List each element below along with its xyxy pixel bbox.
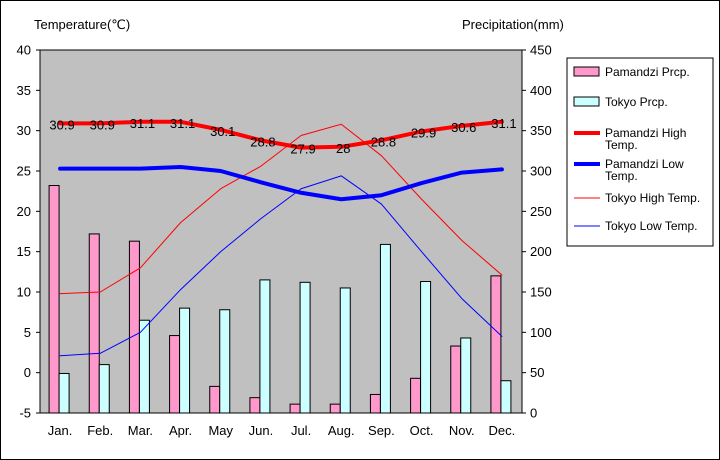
pamandzi-prcp-bar: [369, 393, 381, 414]
right-tick-label: 400: [530, 83, 552, 98]
tokyo-prcp-bar: [299, 281, 311, 414]
x-tick-label: Aug.: [328, 423, 355, 438]
left-tick-label: 5: [24, 325, 31, 340]
right-axis-title: Precipitation(mm): [462, 17, 564, 32]
right-tick-label: 450: [530, 43, 552, 58]
temperature-lines: [58, 119, 504, 357]
pamandzi-high-data-label: 30.9: [49, 117, 74, 132]
pamandzi-high-data-label: 30.9: [90, 117, 115, 132]
x-tick-label: Feb.: [87, 423, 113, 438]
right-tick-label: 150: [530, 285, 552, 300]
tokyo-low-temp-legend-label: Tokyo Low Temp.: [605, 219, 698, 233]
left-tick-label: 15: [17, 244, 31, 259]
pamandzi-high-data-label: 31.1: [491, 116, 516, 131]
left-tick-label: 30: [17, 123, 31, 138]
right-tick-label: 0: [530, 406, 537, 421]
x-tick-label: Oct.: [410, 423, 434, 438]
pamandzi-prcp-bar: [450, 345, 462, 414]
tokyo-prcp-bar: [339, 287, 351, 414]
pamandzi-prcp-bar: [249, 397, 261, 414]
pamandzi-prcp-bar: [289, 403, 301, 414]
legend-box: [566, 57, 714, 247]
pamandzi-prcp-bar: [48, 185, 60, 414]
pamandzi-prcp-bar: [329, 403, 341, 414]
tokyo-prcp-bar: [259, 279, 271, 414]
pamandzi-high-data-label: 31.1: [130, 116, 155, 131]
pamandzi-prcp-bar: [88, 233, 100, 414]
tokyo-prcp-bar: [420, 281, 432, 414]
x-tick-label: May: [208, 423, 233, 438]
tokyo-prcp-bar: [98, 364, 110, 414]
right-tick-label: 300: [530, 164, 552, 179]
pamandzi-high-data-label: 27.9: [290, 142, 315, 157]
x-tick-label: Jun.: [249, 423, 274, 438]
x-tick-label: Dec.: [489, 423, 516, 438]
pamandzi-prcp-bar: [410, 377, 422, 414]
left-tick-label: 0: [24, 365, 31, 380]
pamandzi-high-data-label: 30.6: [451, 120, 476, 135]
left-tick-label: 25: [17, 164, 31, 179]
pamandzi-prcp-bar: [169, 335, 181, 414]
left-axis: 40 35 30 25 20 15 10 5 0 -5: [17, 43, 40, 421]
tokyo-prcp-bar: [500, 380, 512, 414]
pamandzi-prcp-bar: [128, 240, 140, 414]
right-axis: 450 400 350 300 250 200 150 100 50 0: [522, 43, 552, 421]
tokyo-low-temp-line: [59, 175, 503, 357]
left-tick-label: 35: [17, 83, 31, 98]
precipitation-bars: [48, 185, 512, 414]
pamandzi-high-data-label: 30.1: [210, 124, 235, 139]
pamandzi-high-temp-legend-label: Temp.: [605, 138, 638, 152]
pamandzi-low-temp-legend-label: Temp.: [605, 169, 638, 183]
pamandzi-high-data-labels: 30.9 30.9 31.1 31.1 30.1 28.8 27.9 28 28.8 29.9 30…: [49, 116, 516, 157]
pamandzi-prcp-bar: [490, 275, 502, 414]
tokyo-prcp-bar: [219, 309, 231, 414]
tokyo-prcp-legend-swatch: [573, 96, 600, 107]
pamandzi-high-data-label: 28.8: [371, 134, 396, 149]
tokyo-prcp-bar: [379, 243, 391, 414]
x-axis: Jan. Feb. Mar. Apr. May Jun. Jul. Aug. Sep. Oct. N…: [48, 423, 515, 438]
right-tick-label: 250: [530, 204, 552, 219]
left-tick-label: 40: [17, 43, 31, 58]
x-tick-label: Mar.: [128, 423, 153, 438]
pamandzi-low-temp-legend-label: Pamandzi Low: [605, 157, 684, 171]
left-tick-label: -5: [19, 406, 31, 421]
right-tick-label: 200: [530, 244, 552, 259]
x-tick-label: Nov.: [449, 423, 475, 438]
pamandzi-high-temp-legend-label: Pamandzi High: [605, 126, 686, 140]
pamandzi-high-data-label: 31.1: [170, 116, 195, 131]
x-tick-label: Sep.: [368, 423, 395, 438]
pamandzi-low-temp-line: [58, 164, 504, 202]
tokyo-prcp-bar: [460, 337, 472, 414]
left-axis-title: Temperature(℃): [34, 17, 130, 32]
tokyo-high-temp-line: [59, 123, 503, 295]
pamandzi-prcp-legend-swatch: [573, 66, 600, 77]
tokyo-prcp-bar: [179, 307, 191, 414]
pamandzi-prcp-legend-label: Pamandzi Prcp.: [605, 65, 690, 79]
x-tick-label: Jul.: [291, 423, 311, 438]
right-tick-label: 350: [530, 123, 552, 138]
pamandzi-prcp-bar: [209, 385, 221, 414]
right-tick-label: 100: [530, 325, 552, 340]
pamandzi-high-data-label: 28.8: [250, 134, 275, 149]
pamandzi-high-temp-line: [58, 119, 504, 150]
x-tick-label: Apr.: [169, 423, 192, 438]
x-tick-label: Jan.: [48, 423, 73, 438]
tokyo-prcp-legend-label: Tokyo Prcp.: [605, 95, 668, 109]
tokyo-prcp-bar: [138, 319, 150, 414]
left-tick-label: 10: [17, 285, 31, 300]
left-tick-label: 20: [17, 204, 31, 219]
legend: Pamandzi Prcp.Tokyo Prcp.Pamandzi HighTe…: [566, 57, 714, 247]
pamandzi-high-data-label: 28: [336, 141, 350, 156]
tokyo-high-temp-legend-label: Tokyo High Temp.: [605, 191, 700, 205]
right-tick-label: 50: [530, 365, 544, 380]
pamandzi-high-data-label: 29.9: [411, 125, 436, 140]
tokyo-prcp-bar: [58, 372, 70, 414]
plot-area: [39, 49, 523, 414]
